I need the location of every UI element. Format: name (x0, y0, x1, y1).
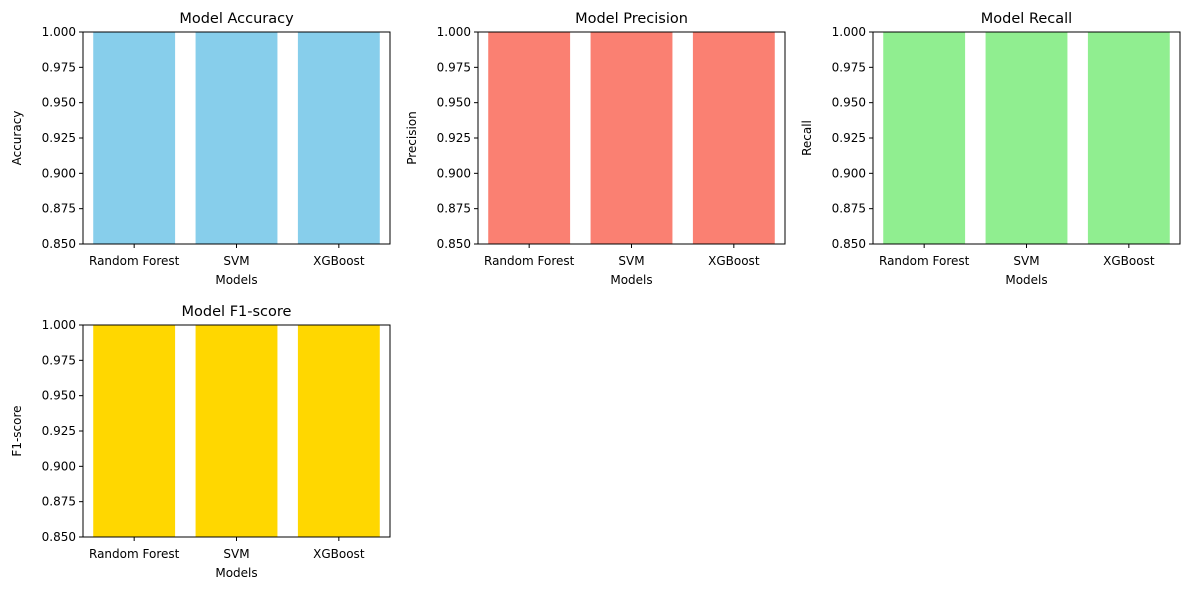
y-tick-label: 0.875 (437, 202, 471, 216)
x-tick-label: Random Forest (89, 254, 180, 268)
x-tick-label: Random Forest (484, 254, 575, 268)
x-axis-label: Models (215, 566, 257, 580)
y-tick-label: 0.975 (437, 60, 471, 74)
y-tick-label: 0.900 (42, 166, 76, 180)
y-axis-label: Precision (405, 111, 419, 165)
y-tick-label: 0.950 (437, 96, 471, 110)
y-tick-label: 0.850 (42, 237, 76, 251)
bar (195, 325, 278, 537)
x-tick-label: XGBoost (1103, 254, 1155, 268)
y-axis-label: F1-score (10, 405, 24, 456)
y-tick-label: 1.000 (437, 25, 471, 39)
y-tick-label: 0.925 (437, 131, 471, 145)
y-tick-label: 0.925 (42, 131, 76, 145)
chart-panel: 0.850 0.875 0.900 0.925 0.950 0.975 1.000 Rando… (10, 304, 391, 580)
bar (195, 32, 278, 244)
x-tick-label: SVM (618, 254, 644, 268)
y-axis-label: Recall (800, 120, 814, 156)
chart-title: Model Precision (575, 11, 688, 27)
chart-panel: 0.850 0.875 0.900 0.925 0.950 0.975 1.000 Rando… (405, 11, 786, 287)
y-tick-label: 0.975 (832, 60, 866, 74)
chart-title: Model Recall (981, 11, 1072, 27)
bar (1087, 32, 1170, 244)
bar (93, 32, 176, 244)
x-tick-label: Random Forest (879, 254, 970, 268)
bar (883, 32, 966, 244)
x-tick-label: XGBoost (313, 547, 365, 561)
y-tick-label: 0.875 (42, 202, 76, 216)
y-tick-label: 0.900 (437, 166, 471, 180)
bar (488, 32, 571, 244)
x-axis-label: Models (1005, 273, 1047, 287)
y-tick-label: 0.925 (832, 131, 866, 145)
bar (985, 32, 1068, 244)
y-tick-label: 0.950 (42, 96, 76, 110)
y-tick-label: 0.875 (42, 495, 76, 509)
chart-panel: 0.850 0.875 0.900 0.925 0.950 0.975 1.000 Rando… (10, 11, 391, 287)
x-tick-label: XGBoost (708, 254, 760, 268)
y-tick-label: 1.000 (832, 25, 866, 39)
bar (297, 325, 380, 537)
y-tick-label: 0.975 (42, 60, 76, 74)
bar (297, 32, 380, 244)
y-tick-label: 1.000 (42, 318, 76, 332)
y-tick-label: 0.875 (832, 202, 866, 216)
y-tick-label: 0.850 (832, 237, 866, 251)
x-tick-label: Random Forest (89, 547, 180, 561)
x-axis-label: Models (215, 273, 257, 287)
x-tick-label: SVM (223, 547, 249, 561)
y-tick-label: 0.950 (832, 96, 866, 110)
y-tick-label: 0.900 (832, 166, 866, 180)
y-tick-label: 0.850 (437, 237, 471, 251)
chart-panel: 0.850 0.875 0.900 0.925 0.950 0.975 1.000 Rando… (800, 11, 1181, 287)
y-axis-label: Accuracy (10, 111, 24, 166)
y-tick-label: 0.900 (42, 459, 76, 473)
y-tick-label: 0.950 (42, 389, 76, 403)
bar (590, 32, 673, 244)
x-axis-label: Models (610, 273, 652, 287)
y-tick-label: 0.850 (42, 530, 76, 544)
x-tick-label: SVM (1013, 254, 1039, 268)
chart-title: Model Accuracy (179, 11, 294, 27)
bar (692, 32, 775, 244)
bar (93, 325, 176, 537)
y-tick-label: 1.000 (42, 25, 76, 39)
x-tick-label: SVM (223, 254, 249, 268)
chart-title: Model F1-score (182, 304, 292, 320)
y-tick-label: 0.925 (42, 424, 76, 438)
y-tick-label: 0.975 (42, 353, 76, 367)
x-tick-label: XGBoost (313, 254, 365, 268)
